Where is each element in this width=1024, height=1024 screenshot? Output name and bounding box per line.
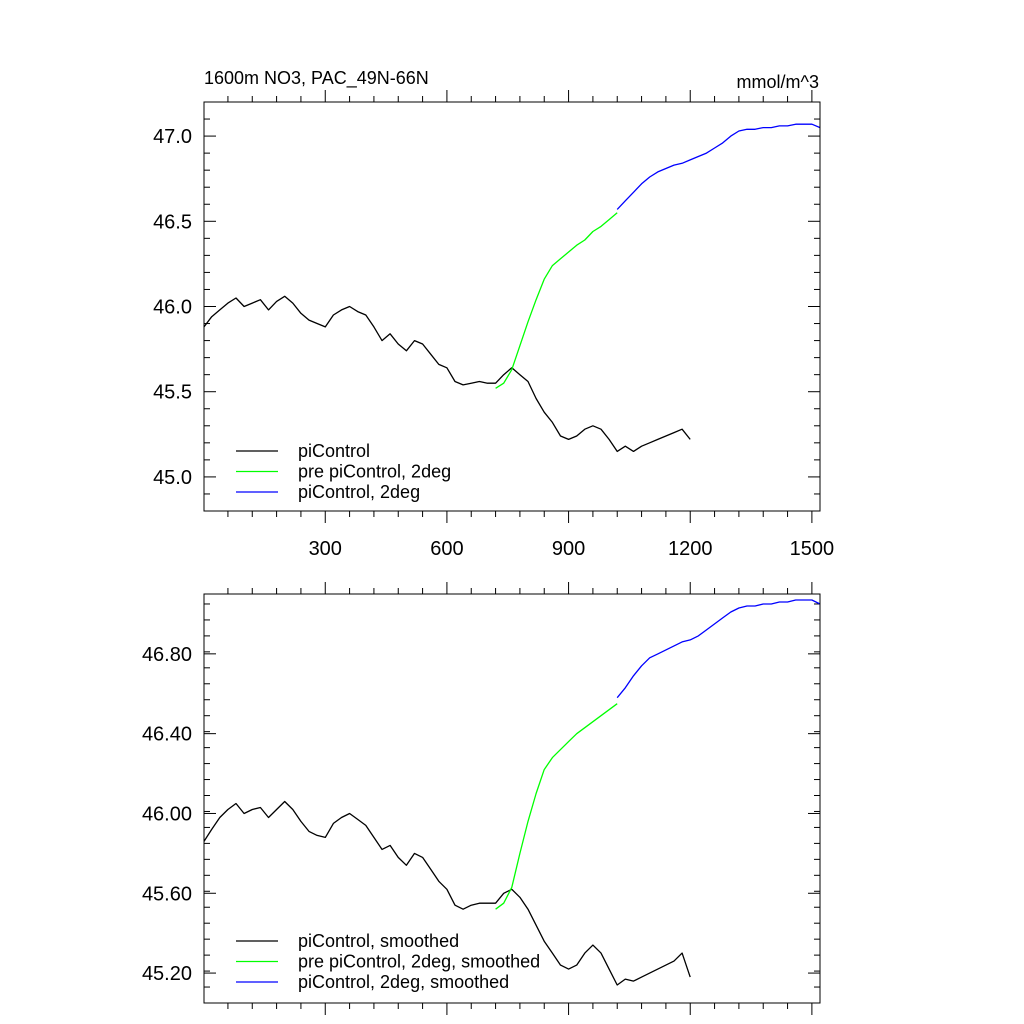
x-tick-label: 1200	[668, 538, 713, 560]
y-tick-label: 47.0	[153, 126, 192, 148]
series-line-0	[203, 800, 691, 986]
legend-label-1: pre piControl, 2deg	[298, 462, 451, 482]
series-line-1	[495, 703, 618, 910]
y-tick-label: 45.5	[153, 382, 192, 404]
top-panel-frame	[203, 101, 821, 512]
legend-label-0: piControl, smoothed	[298, 931, 459, 951]
bottom-panel-frame	[203, 593, 821, 1004]
y-tick-label: 46.5	[153, 211, 192, 233]
series-line-1	[495, 212, 618, 389]
series-line-0	[203, 295, 691, 453]
top-panel-lines	[203, 123, 821, 453]
y-tick-label: 45.60	[142, 883, 192, 905]
top-panel: 1600m NO3, PAC_49N-66N mmol/m^3 300 600 90…	[153, 68, 834, 560]
y-tick-label: 46.0	[153, 297, 192, 319]
y-tick-label: 46.40	[142, 724, 192, 746]
bottom-panel: 45.20 45.60 46.00 46.40 46.80 piControl, smo…	[142, 582, 821, 1015]
y-tick-label: 45.0	[153, 467, 192, 489]
top-panel-title: 1600m NO3, PAC_49N-66N	[204, 68, 429, 89]
y-tick-label: 46.00	[142, 803, 192, 825]
x-tick-label: 1500	[790, 538, 835, 560]
legend-label-0: piControl	[298, 441, 370, 461]
y-tick-label: 46.80	[142, 644, 192, 666]
bottom-panel-ticks: 45.20 45.60 46.00 46.40 46.80	[142, 582, 820, 1015]
top-panel-units: mmol/m^3	[737, 72, 819, 92]
legend-label-2: piControl, 2deg, smoothed	[298, 972, 509, 992]
legend-label-1: pre piControl, 2deg, smoothed	[298, 952, 540, 972]
series-line-2	[616, 123, 821, 210]
series-line-2	[616, 599, 821, 699]
y-tick-label: 45.20	[142, 963, 192, 985]
x-tick-label: 300	[309, 538, 342, 560]
bottom-panel-lines	[203, 599, 821, 986]
x-tick-label: 600	[430, 538, 463, 560]
legend-label-2: piControl, 2deg	[298, 482, 420, 502]
x-tick-label: 900	[552, 538, 585, 560]
top-panel-ticks: 300 600 900 1200 1500 45.0 45.5 46.0 46.5 47.0	[153, 90, 834, 560]
